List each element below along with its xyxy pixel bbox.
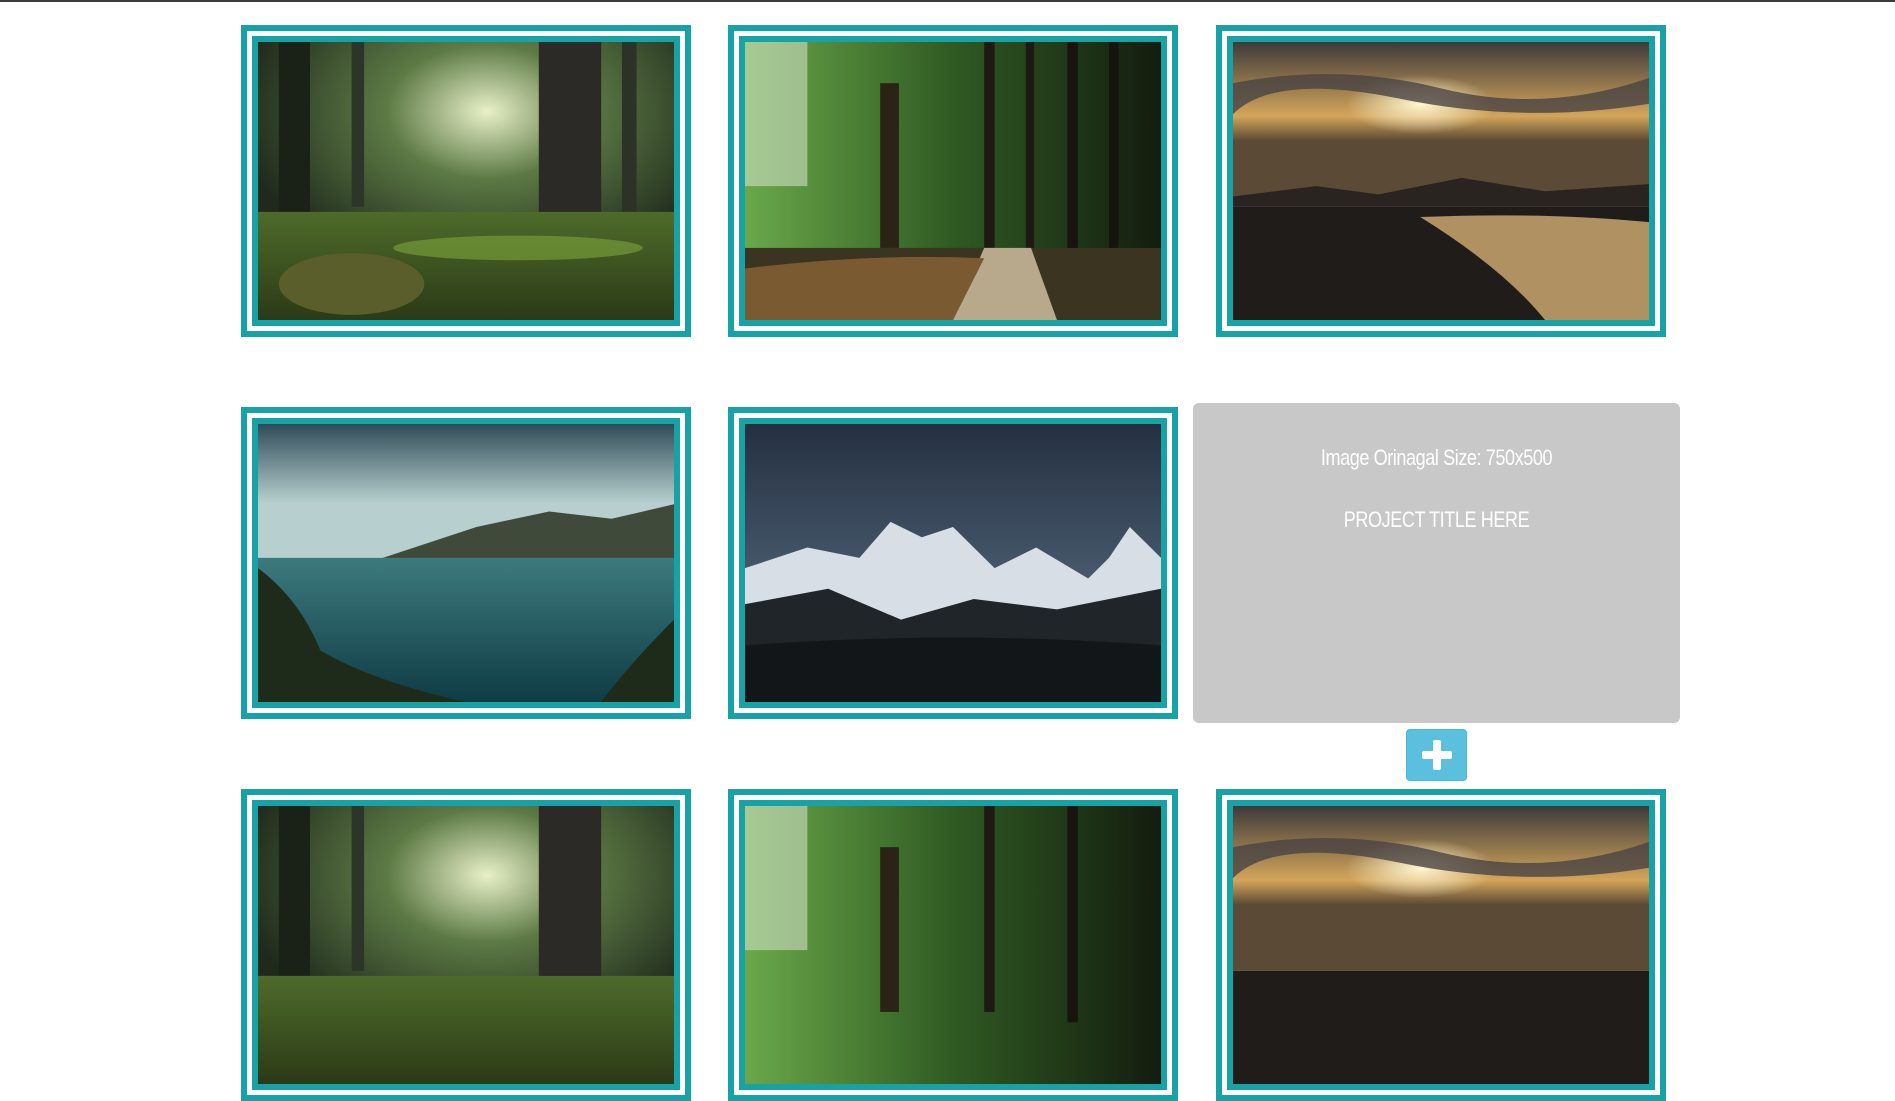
gallery-tile-snowy-mountains[interactable]: [728, 407, 1178, 719]
forest-path-icon: [739, 36, 1167, 326]
image-size-label: Image Orinagal Size: 750x500: [1320, 445, 1553, 470]
project-title-label: PROJECT TITLE HERE: [1343, 507, 1530, 532]
portfolio-gallery: Image Orinagal Size: 750x500 PROJECT TIT…: [241, 25, 1680, 1101]
add-project-button[interactable]: [1406, 729, 1467, 781]
project-info-overlay: Image Orinagal Size: 750x500 PROJECT TIT…: [1193, 403, 1680, 723]
gallery-tile-forest-path[interactable]: [728, 789, 1178, 1101]
gallery-tile-forest-clearing[interactable]: [241, 789, 691, 1101]
plus-icon: [1421, 740, 1452, 770]
beach-sunset-icon: [1227, 800, 1655, 1090]
gallery-tile-forest-path[interactable]: [728, 25, 1178, 337]
forest-path-icon: [739, 800, 1167, 1090]
gallery-tile-forest-clearing[interactable]: [241, 25, 691, 337]
forest-clearing-icon: [252, 800, 680, 1090]
gallery-tile-mountain-lake[interactable]: [241, 407, 691, 719]
forest-clearing-icon: [252, 36, 680, 326]
gallery-tile-beach-sunset[interactable]: [1216, 25, 1666, 337]
snowy-mountains-night-icon: [739, 418, 1167, 708]
gallery-tile-beach-sunset[interactable]: [1216, 789, 1666, 1101]
beach-sunset-icon: [1227, 36, 1655, 326]
top-rule: [0, 0, 1895, 2]
mountain-lake-icon: [252, 418, 680, 708]
